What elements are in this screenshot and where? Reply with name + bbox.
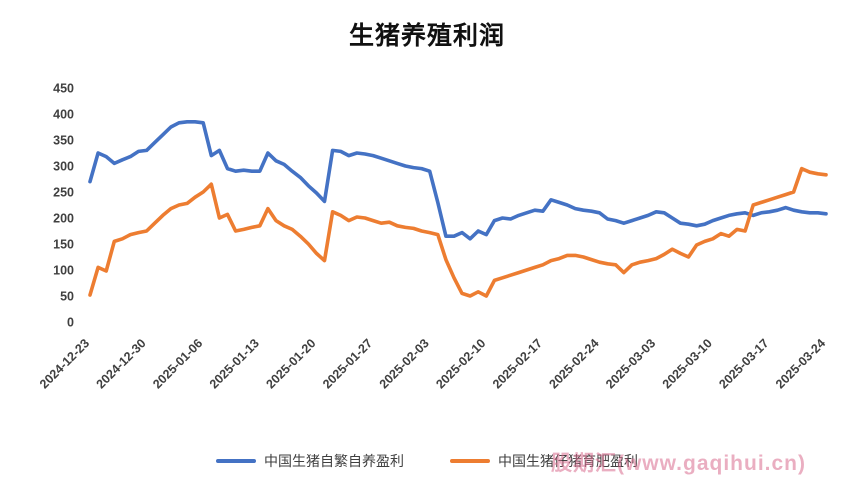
x-axis-tick-label: 2025-02-17 <box>490 336 545 391</box>
legend-item-orange-series: 中国生猪仔猪育肥盈利 <box>450 451 638 471</box>
x-axis-tick-label: 2025-02-24 <box>547 336 602 391</box>
y-axis-tick-label: 100 <box>53 264 74 278</box>
x-axis-tick-label: 2025-03-10 <box>660 336 715 391</box>
legend-label-blue-series: 中国生猪自繁自养盈利 <box>264 453 404 469</box>
orange-line-series <box>88 166 828 298</box>
y-axis-tick-label: 0 <box>67 316 74 330</box>
x-axis-tick-label: 2025-02-10 <box>433 336 488 391</box>
y-axis-tick-label: 250 <box>53 186 74 200</box>
chart-title: 生猪养殖利润 <box>348 22 505 50</box>
x-axis-tick-label: 2025-01-27 <box>320 336 375 391</box>
x-axis-tick-label: 2025-01-13 <box>207 336 262 391</box>
x-axis-tick-label: 2024-12-30 <box>94 336 149 391</box>
legend-item-blue-series: 中国生猪自繁自养盈利 <box>216 451 404 471</box>
chart-legend: 中国生猪自繁自养盈利 中国生猪仔猪育肥盈利 <box>0 451 854 471</box>
y-axis-tick-label: 200 <box>53 212 74 226</box>
y-axis-tick-label: 300 <box>53 160 74 174</box>
y-axis-tick-label: 150 <box>53 238 74 252</box>
y-axis-tick-label: 350 <box>53 134 74 148</box>
x-axis-tick-label: 2024-12-23 <box>37 336 92 391</box>
blue-line-swatch <box>216 459 256 463</box>
y-axis-tick-label: 400 <box>53 108 74 122</box>
x-axis-tick-label: 2025-03-03 <box>603 336 658 391</box>
x-axis-tick-label: 2025-02-03 <box>377 336 432 391</box>
x-axis-tick-label: 2025-03-17 <box>716 336 771 391</box>
x-axis-tick-label: 2025-03-24 <box>773 336 828 391</box>
blue-line-series <box>88 120 828 241</box>
orange-line-swatch <box>450 459 490 463</box>
x-axis-tick-label: 2025-01-06 <box>150 336 205 391</box>
y-axis-tick-label: 450 <box>53 82 74 96</box>
x-axis-tick-label: 2025-01-20 <box>263 336 318 391</box>
legend-label-orange-series: 中国生猪仔猪育肥盈利 <box>498 453 638 469</box>
y-axis-tick-label: 50 <box>60 290 74 304</box>
